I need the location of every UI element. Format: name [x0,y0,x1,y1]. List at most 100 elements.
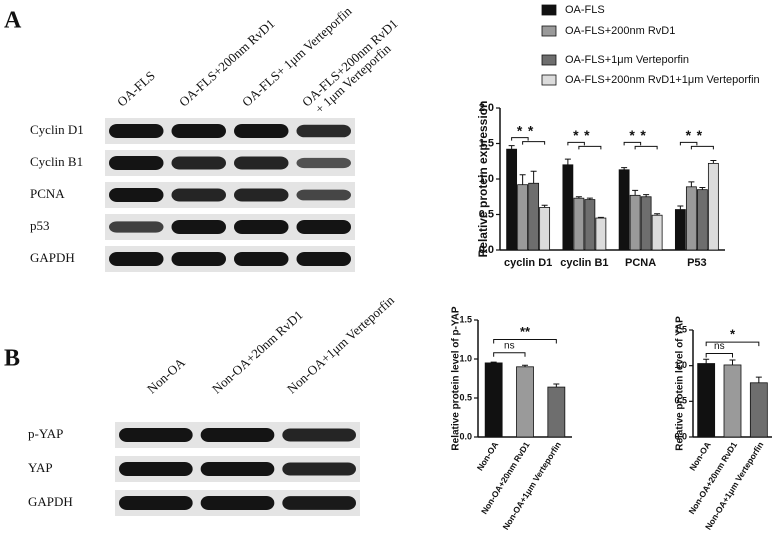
significance: * [584,127,590,143]
error-bar [755,376,762,383]
error-bar [621,167,628,170]
bar [723,364,742,438]
band [200,496,275,510]
y-tick-label: 2.0 [479,102,494,114]
band [109,156,164,170]
band [200,462,275,476]
significance: * [629,127,635,143]
band [171,220,226,234]
error-bar [586,197,593,200]
bracket [567,141,585,146]
x-tick-label: Non-OA [475,440,500,473]
band [296,157,351,169]
row-label: p-YAP [28,426,63,441]
bracket [690,145,714,150]
bar [528,182,540,251]
legend-swatch [541,54,557,66]
bar [697,363,716,438]
error-bar [564,158,571,165]
bar [640,196,652,251]
bracket [511,137,529,141]
bracket [578,145,602,150]
lane-label: Non-OA [144,354,188,396]
bracket [705,353,733,358]
bracket [493,352,526,357]
x-tick-label: cyclin D1 [504,257,552,269]
band [282,496,356,510]
error-bar [729,359,736,365]
bar [595,217,607,251]
y-tick-label: 1.0 [459,353,472,363]
significance: * [686,127,692,143]
error-bar [575,196,582,199]
y-axis-label: Relative protein level of YAP [675,316,686,451]
band [296,124,351,138]
bar [629,194,641,251]
significance: * [697,127,703,143]
band [109,124,164,138]
significance: * [573,127,579,143]
y-axis-label: Relative protein expression [476,101,490,258]
y-tick-label: 0.5 [479,208,494,220]
y-tick-label: 1.5 [674,324,687,334]
x-tick-label: cyclin B1 [560,257,608,269]
x-tick-label: PCNA [625,257,656,269]
band [296,220,351,234]
significance: ** [520,324,531,339]
bar [685,186,697,251]
band [109,221,164,233]
band [171,124,226,138]
bar [539,206,551,251]
row-label: PCNA [30,186,65,201]
significance: * [528,122,534,138]
lane-label: OA-FLS [114,68,158,110]
legend-swatch [541,4,557,16]
row-label: YAP [28,460,53,475]
error-bar [643,194,650,197]
bracket [493,339,557,344]
bar [517,184,529,251]
y-tick-label: 1.5 [459,314,472,324]
bar [547,386,566,438]
x-tick-label: P53 [687,257,707,269]
error-bar [699,187,706,190]
error-bar [677,205,684,210]
row-label: GAPDH [28,494,73,509]
band [234,188,289,202]
band [282,428,356,442]
x-tick-label: Non-OA+1μm Verteporfin [501,440,563,532]
bar [749,382,768,438]
y-tick-label: 1.5 [479,137,494,149]
bar [516,366,534,438]
bar [584,199,596,251]
error-bar [508,145,515,150]
band [296,252,351,266]
error-bar [654,213,661,216]
significance: ns [714,341,725,352]
y-axis-label: Relative protein level of p-YAP [451,306,462,450]
band [200,428,275,442]
bar [484,362,503,438]
band [282,462,356,476]
error-bar [703,358,710,364]
band [234,220,289,234]
significance: * [517,122,523,138]
band [171,252,226,266]
bar [618,169,630,251]
x-tick-label: Non-OA [687,440,712,473]
y-tick-label: 0.0 [674,431,687,441]
row-label: Cyclin B1 [30,154,83,169]
error-bar [522,364,528,367]
legend-label: OA-FLS+200nm RvD1+1μm Verteporfin [565,74,760,86]
error-bar [490,361,497,363]
bar [696,189,708,251]
significance: * [730,327,736,342]
band [234,252,289,266]
legend-swatch [541,74,557,86]
band [119,428,193,442]
legend-label: OA-FLS [565,4,605,16]
error-bar [688,181,695,187]
error-bar [710,160,717,164]
error-bar [632,189,639,196]
